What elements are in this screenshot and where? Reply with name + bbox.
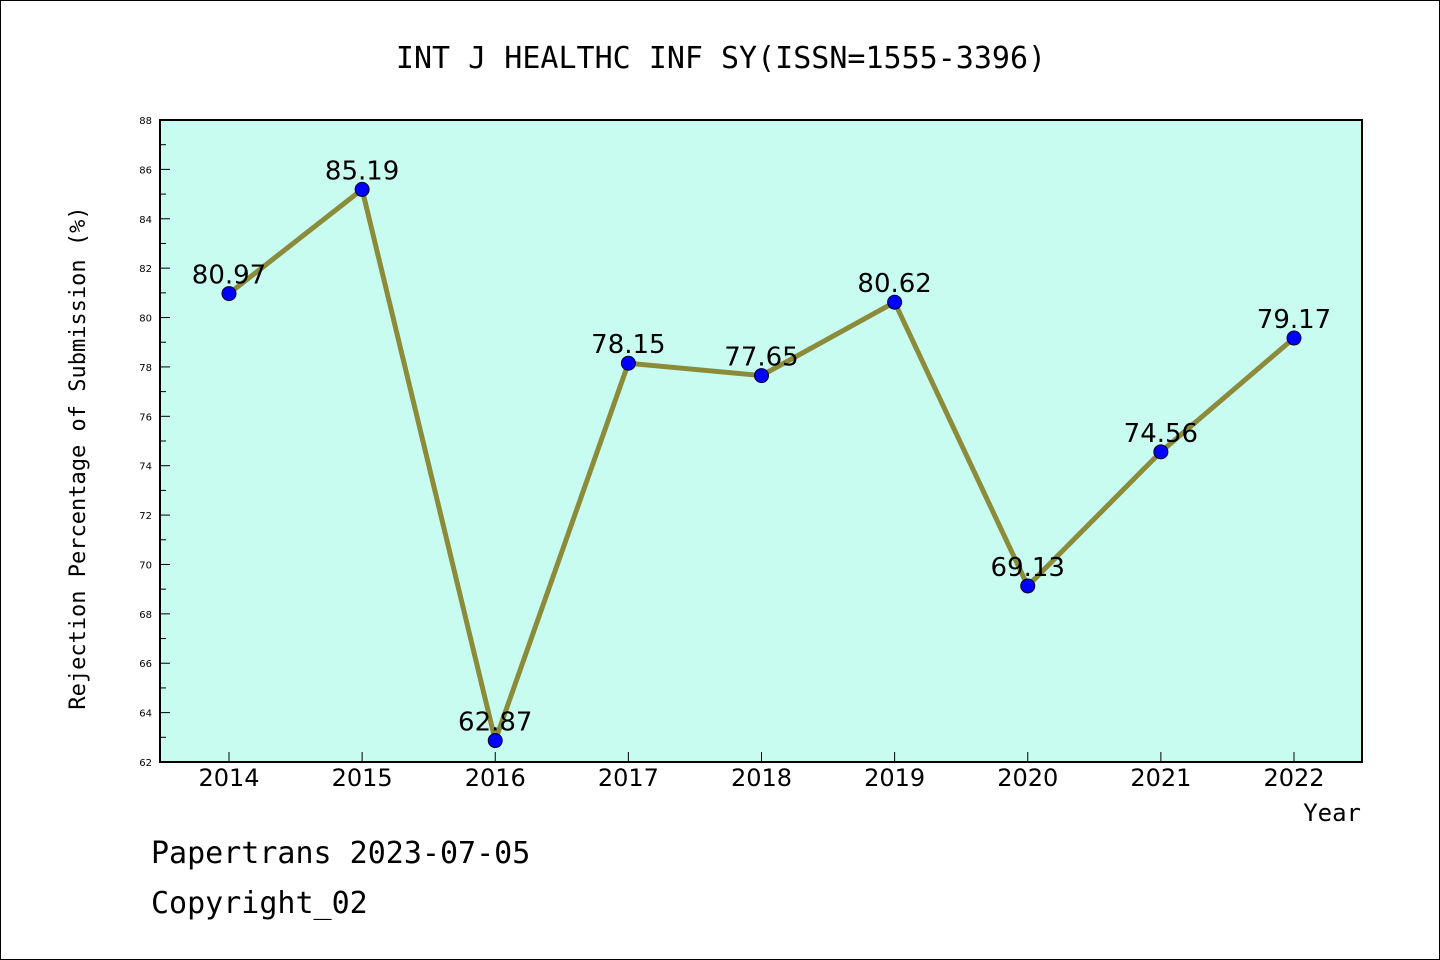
data-label: 79.17 [1257,305,1331,335]
data-label: 80.62 [857,269,931,299]
data-point [1286,330,1302,346]
y-axis: 62 64 66 68 70 72 74 76 78 80 82 84 86 88 [139,116,170,769]
data-label: 74.56 [1124,419,1198,449]
y-tick-label: 64 [139,709,152,720]
y-tick-label: 80 [139,314,152,325]
y-tick-label: 84 [139,215,152,226]
x-axis: 2014 2015 2016 2017 2018 2019 2020 2021 2022 [198,752,1325,792]
y-tick-label: 78 [139,363,152,374]
y-tick-label: 82 [139,264,152,275]
data-point [1153,444,1169,460]
data-point [754,368,769,384]
data-point [1020,578,1036,594]
data-labels: 80.97 85.19 62.87 78.15 77.65 80.62 69.13 74.56… [192,156,1331,737]
y-tick-label: 76 [139,412,152,423]
x-tick-label: 2022 [1263,764,1324,792]
x-tick-label: 2014 [198,764,259,792]
plot-area [159,119,1363,763]
data-point [487,733,503,749]
footer-date: Papertrans 2023-07-05 [151,836,531,871]
x-tick-label: 2015 [332,764,393,792]
x-tick-label: 2019 [864,764,925,792]
data-label: 69.13 [991,553,1065,583]
x-tick-label: 2021 [1130,764,1191,792]
x-tick-label: 2017 [598,764,659,792]
data-label: 62.87 [458,708,532,738]
x-tick-label: 2020 [997,764,1058,792]
data-point [887,294,903,310]
x-tick-label: 2018 [731,764,792,792]
y-tick-label: 70 [139,560,152,571]
y-tick-label: 62 [139,758,152,769]
data-label: 85.19 [325,156,399,186]
y-tick-label: 68 [139,610,152,621]
footer-copyright: Copyright_02 [151,886,368,921]
data-point [620,355,636,371]
y-tick-label: 86 [139,165,152,176]
chart-title: INT J HEALTHC INF SY(ISSN=1555-3396) [396,41,1046,76]
x-axis-label: Year [1303,799,1361,827]
x-tick-label: 2016 [465,764,526,792]
data-point [221,286,237,302]
data-label: 80.97 [192,261,266,291]
data-points [221,181,1302,749]
y-tick-label: 66 [139,659,152,670]
y-tick-label: 88 [139,116,152,127]
data-point [354,181,370,197]
data-label: 77.65 [724,343,798,373]
y-tick-label: 72 [139,511,152,522]
data-label: 78.15 [591,330,665,360]
y-axis-label: Rejection Percentage of Submission (%) [66,206,91,709]
y-tick-label: 74 [139,462,152,473]
